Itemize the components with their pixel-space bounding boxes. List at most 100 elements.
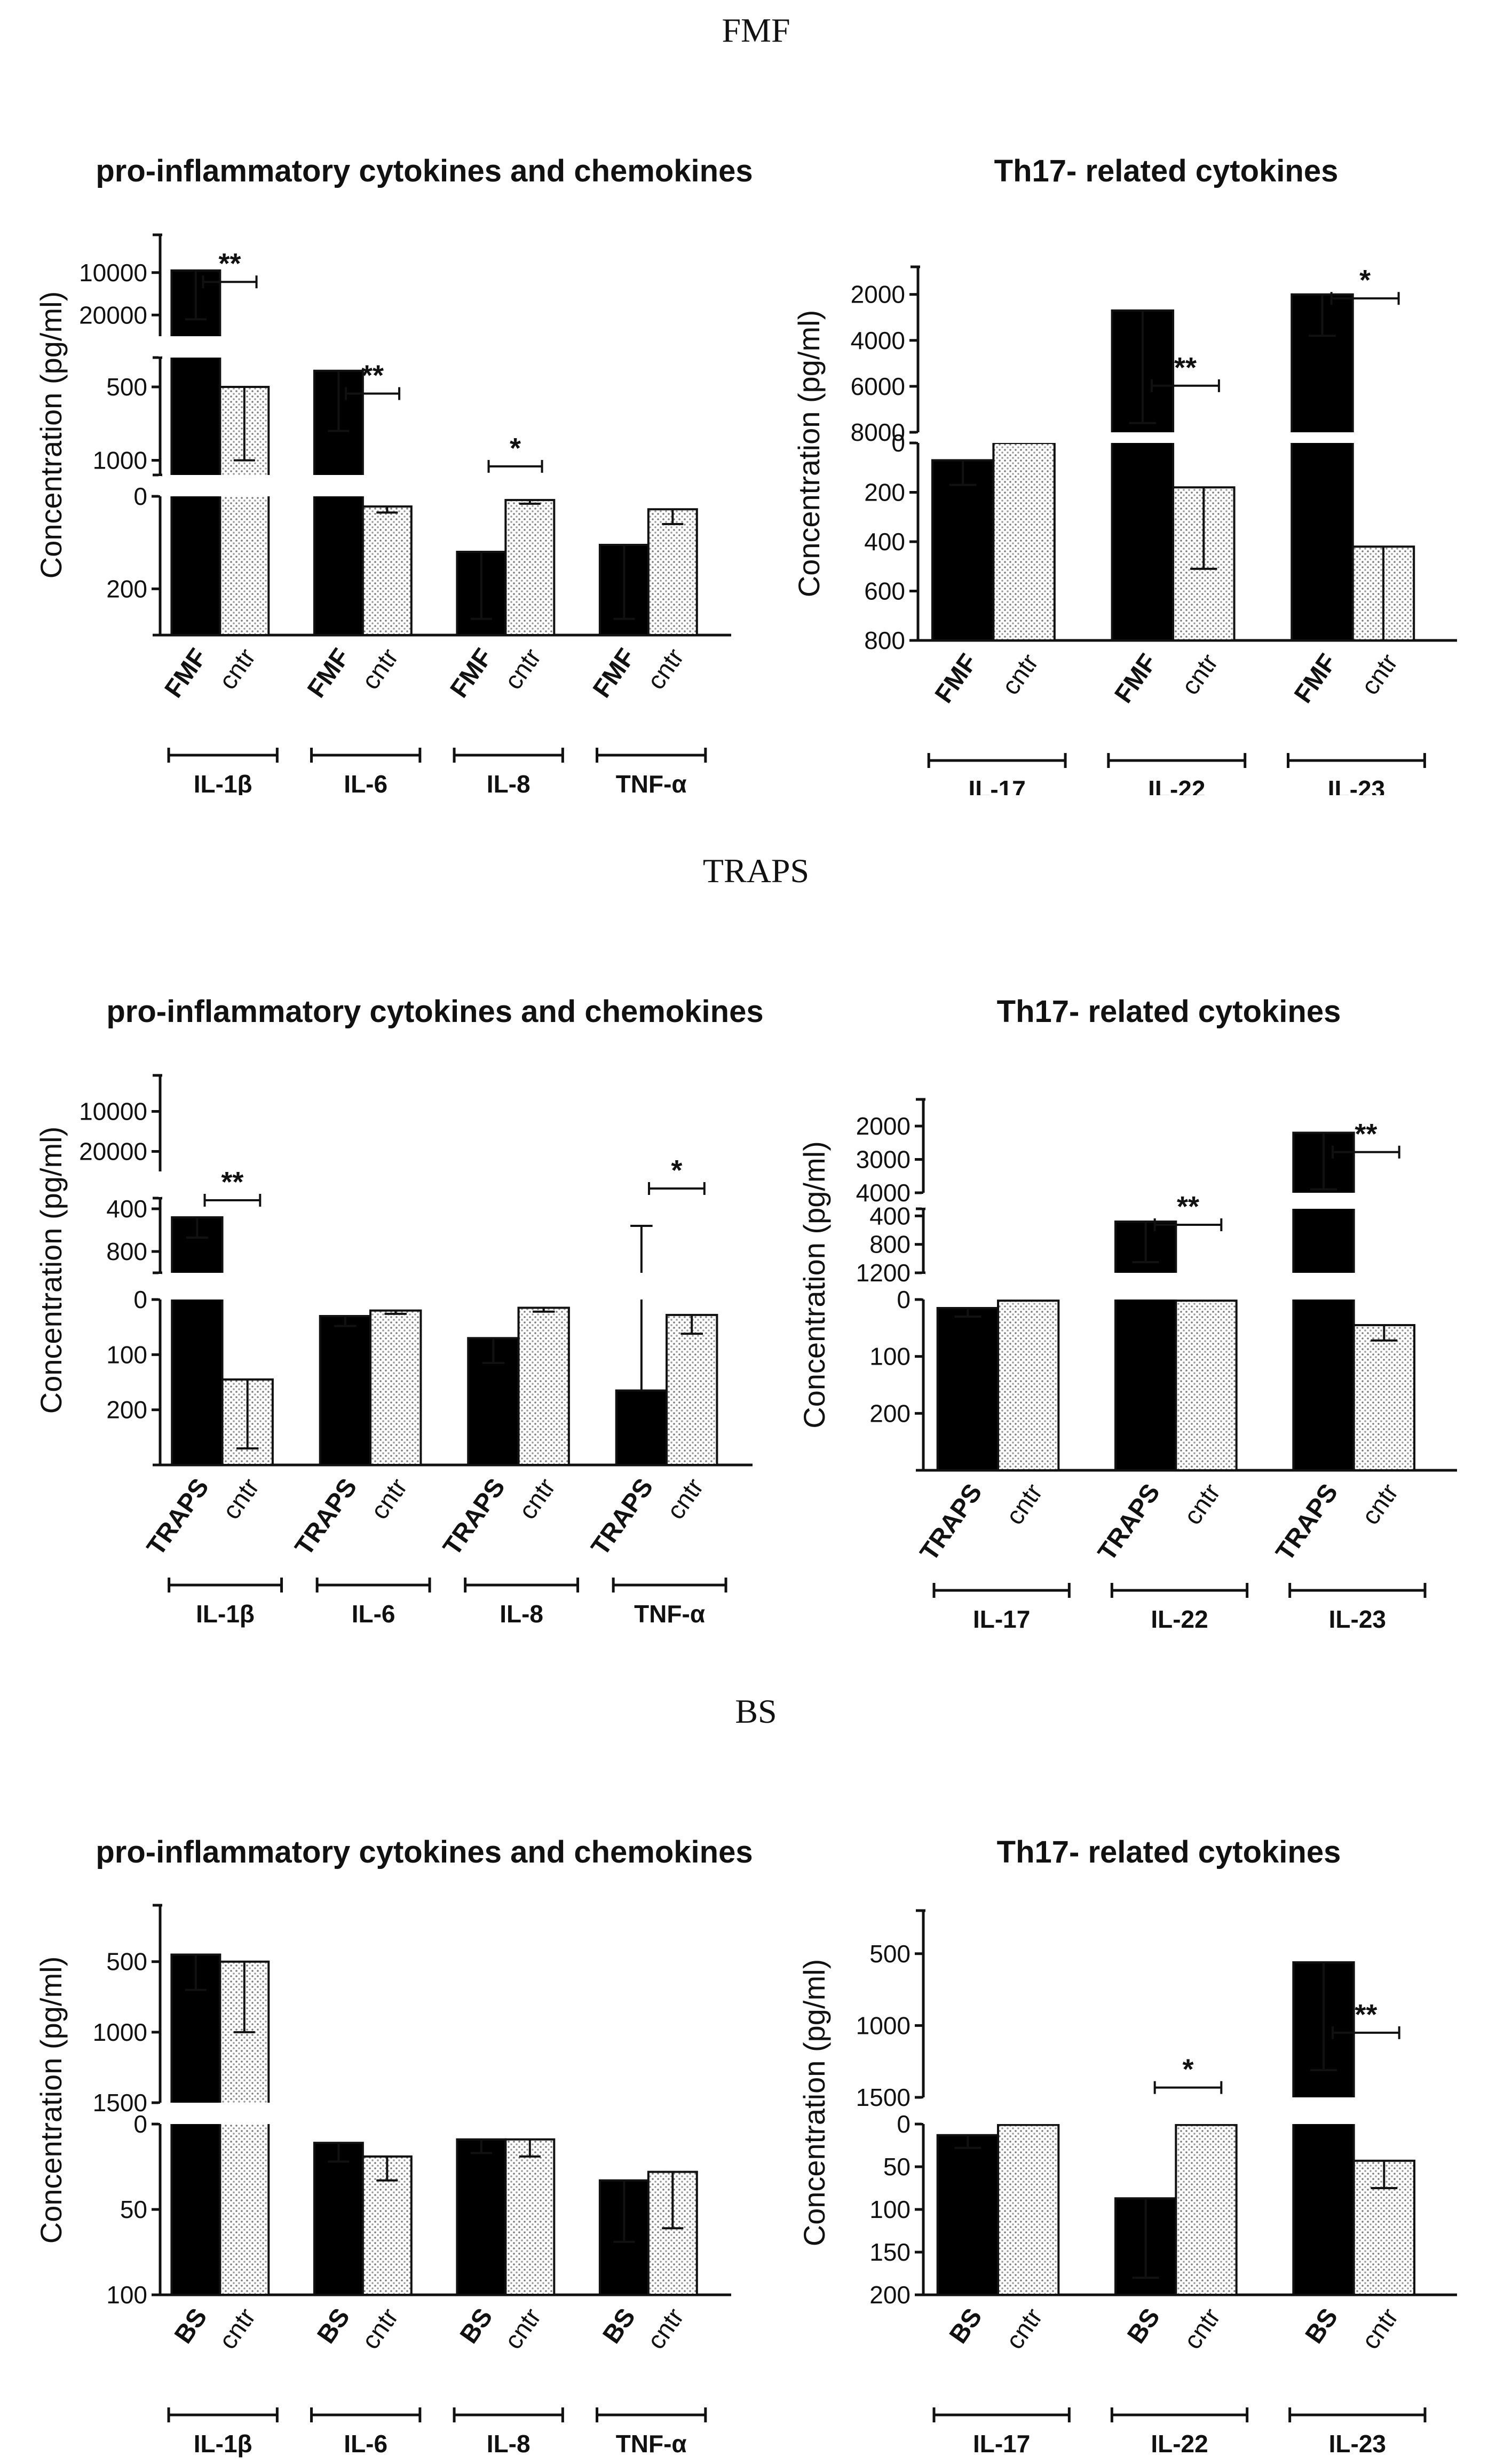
bs-th17-chart: Th17- related cytokines Concentration (pg… — [797, 1835, 1457, 2458]
y-tick-label: 600 — [864, 577, 905, 605]
bar-label: FMF — [1289, 649, 1342, 708]
y-tick-label: 0 — [891, 429, 905, 457]
axis-gap-mask — [169, 1273, 276, 1300]
group-label: IL-6 — [344, 2430, 387, 2458]
y-tick-label: 2000 — [856, 1112, 911, 1140]
bar-label: TRAPS — [290, 1473, 363, 1561]
section-title-traps: TRAPS — [702, 852, 810, 890]
axis-gap — [159, 337, 162, 356]
bar-label: cntr — [499, 2303, 547, 2355]
y-tick-label: 4000 — [851, 327, 905, 354]
group-label: TNF-α — [616, 770, 687, 795]
bar-cntr-0 — [992, 442, 1056, 641]
significance-label: ** — [361, 360, 384, 392]
group-label: IL-6 — [352, 1600, 395, 1628]
bar-label: cntr — [1176, 649, 1224, 700]
y-axis-label: Concentration (pg/ml) — [34, 1127, 68, 1414]
bar-label: cntr — [662, 1473, 709, 1525]
y-tick-label: 500 — [106, 373, 147, 401]
y-tick-label: 10000 — [79, 259, 147, 287]
bar-bs-0 — [936, 2134, 999, 2296]
y-tick-label: 400 — [869, 1202, 911, 1230]
y-tick-label: 1000 — [856, 2011, 911, 2039]
bar-label: cntr — [499, 644, 547, 695]
bar-cntr-1 — [1175, 2124, 1238, 2296]
axis-gap-mask — [454, 336, 558, 358]
bar-label: cntr — [213, 644, 261, 695]
axis-gap-mask — [1290, 1273, 1418, 1300]
y-axis-label: Concentration (pg/ml) — [34, 291, 68, 579]
bar-label: cntr — [1178, 2303, 1226, 2355]
group-label: IL-23 — [1329, 2430, 1386, 2458]
bar-label: FMF — [1109, 649, 1162, 708]
y-tick-label: 150 — [869, 2238, 911, 2266]
y-tick-label: 100 — [106, 1341, 147, 1368]
fmf-pro-inflammatory-chart: pro-inflammatory cytokines and chemokine… — [34, 154, 753, 795]
bar-fmf-0 — [170, 269, 221, 636]
axis-gap — [159, 476, 162, 495]
axis-gap-mask — [1288, 432, 1418, 443]
significance-label: ** — [1177, 1191, 1199, 1223]
axis-gap — [159, 2104, 162, 2123]
bar-label: BS — [1300, 2303, 1344, 2349]
y-tick-label: 200 — [869, 1399, 911, 1427]
bar-cntr-0 — [219, 386, 270, 636]
group-label: IL-22 — [1148, 775, 1205, 795]
y-tick-label: 50 — [120, 2196, 147, 2223]
y-axis-label: Concentration (pg/ml) — [34, 1956, 68, 2244]
significance-label: * — [510, 432, 521, 464]
bar-label: cntr — [357, 644, 404, 695]
y-tick-label: 200 — [106, 1396, 147, 1424]
y-tick-label: 800 — [869, 1231, 911, 1258]
bar-bs-0 — [170, 1953, 221, 2296]
group-label: IL-23 — [1329, 1605, 1386, 1633]
y-tick-label: 3000 — [856, 1146, 911, 1174]
bar-cntr-1 — [369, 1309, 422, 1467]
bar-label: FMF — [930, 649, 983, 708]
bar-cntr-0 — [997, 1300, 1060, 1472]
group-label: IL-17 — [968, 775, 1025, 795]
group-label: IL-6 — [344, 770, 387, 795]
axis-gap — [916, 433, 920, 442]
y-tick-label: 200 — [869, 2281, 911, 2309]
y-tick-label: 500 — [869, 1940, 911, 1968]
group-label: IL-8 — [487, 770, 531, 795]
y-tick-label: 800 — [106, 1238, 147, 1265]
axis-gap-mask — [169, 1171, 276, 1198]
axis-gap — [159, 1274, 162, 1298]
bar-label: TRAPS — [1271, 1479, 1344, 1566]
y-tick-label: 2000 — [851, 281, 905, 308]
y-tick-label: 500 — [106, 1948, 147, 1976]
bar-label: FMF — [588, 644, 641, 703]
bar-traps-0 — [936, 1307, 999, 1471]
chart-title: Th17- related cytokines — [997, 994, 1341, 1029]
bar-label: BS — [597, 2303, 641, 2349]
section-title-fmf: FMF — [722, 11, 790, 49]
bar-label: cntr — [1356, 649, 1403, 700]
bar-label: BS — [312, 2303, 355, 2349]
y-tick-label: 4000 — [856, 1179, 911, 1207]
significance-label: ** — [1355, 1118, 1377, 1150]
axis-gap-mask — [934, 1273, 1062, 1300]
axis-gap-mask — [311, 475, 415, 496]
axis-gap-mask — [465, 1273, 572, 1300]
y-tick-label: 0 — [133, 1286, 147, 1313]
group-label: TNF-α — [634, 1600, 705, 1628]
y-tick-label: 10000 — [79, 1098, 147, 1126]
y-axis-label: Concentration (pg/ml) — [797, 1141, 831, 1428]
group-label: IL-1β — [196, 1600, 255, 1628]
y-tick-label: 800 — [864, 627, 905, 654]
bar-label: BS — [169, 2303, 213, 2349]
bar-label: FMF — [302, 644, 355, 703]
y-tick-label: 50 — [883, 2153, 911, 2181]
bar-label: cntr — [213, 2303, 261, 2355]
bar-label: cntr — [357, 2303, 404, 2355]
axis-gap-mask — [311, 2103, 415, 2124]
bar-label: FMF — [160, 644, 213, 703]
group-label: IL-23 — [1328, 775, 1385, 795]
bar-label: cntr — [996, 649, 1044, 700]
y-tick-label: 100 — [106, 2281, 147, 2309]
bar-label: cntr — [366, 1473, 413, 1525]
axis-gap — [922, 2098, 925, 2123]
axis-gap-mask — [454, 2103, 558, 2124]
